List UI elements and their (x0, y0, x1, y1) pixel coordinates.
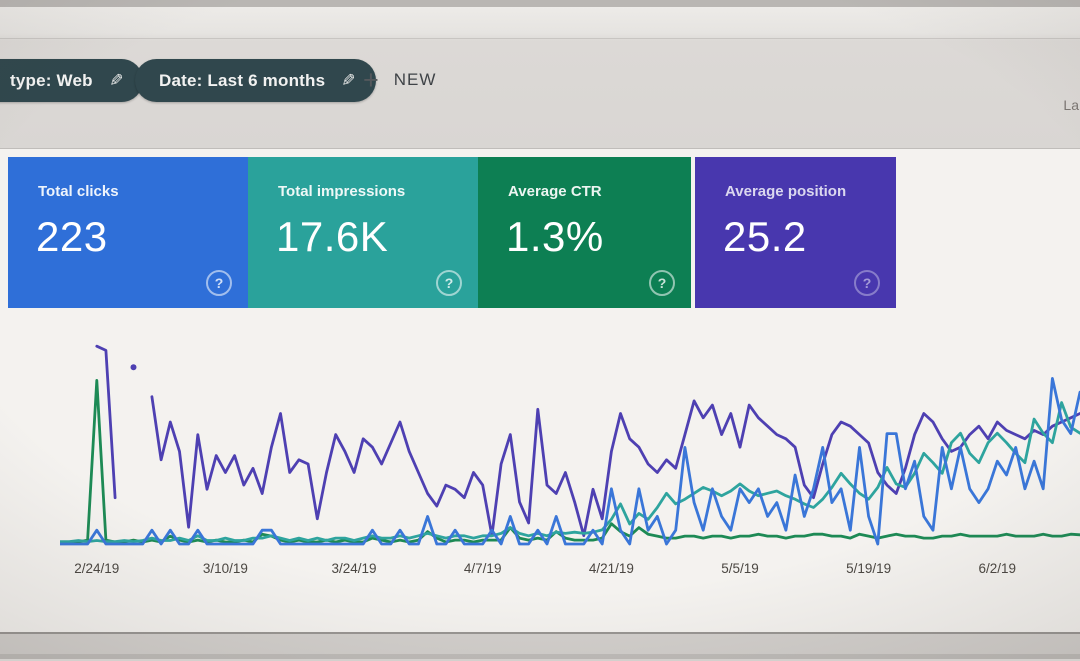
performance-report-panel: Total clicks 223 ? Total impressions 17.… (0, 149, 1080, 632)
x-axis-tick-label: 3/24/19 (331, 561, 377, 576)
total-impressions-card[interactable]: Total impressions 17.6K ? (248, 157, 478, 308)
help-icon[interactable]: ? (649, 270, 675, 296)
edit-pencil-icon[interactable]: ✎ (108, 70, 124, 90)
filter-chip-search-type-label: type: Web (10, 70, 93, 90)
x-axis-tick-label: 5/5/19 (721, 561, 759, 576)
new-filter-button[interactable]: + NEW (363, 65, 436, 95)
filter-chip-date-range[interactable]: Date: Last 6 months ✎ (135, 59, 376, 102)
series-line-impressions (58, 401, 1080, 544)
search-console-filter-bar: type: Web ✎ Date: Last 6 months ✎ + NEW … (0, 7, 1080, 149)
screen-glare-line (0, 38, 1080, 39)
help-icon[interactable]: ? (206, 270, 232, 296)
average-ctr-card[interactable]: Average CTR 1.3% ? (478, 157, 691, 308)
filter-chip-date-range-label: Date: Last 6 months (159, 70, 326, 90)
filter-chip-search-type[interactable]: type: Web ✎ (0, 59, 144, 102)
average-position-value: 25.2 (723, 213, 807, 260)
total-impressions-label: Total impressions (278, 183, 406, 200)
photo-monitor-edge (0, 0, 1080, 7)
series-line-ctr (58, 379, 1080, 544)
x-axis-tick-label: 6/2/19 (978, 561, 1017, 576)
total-impressions-value: 17.6K (276, 213, 389, 260)
last-updated-cutoff-text: La (1063, 97, 1079, 113)
performance-chart (58, 344, 1080, 546)
x-axis-tick-label: 2/24/19 (74, 561, 120, 576)
x-axis-tick-label: 4/7/19 (463, 561, 502, 576)
average-position-card[interactable]: Average position 25.2 ? (695, 157, 896, 308)
performance-chart-area (58, 335, 1080, 548)
total-clicks-card[interactable]: Total clicks 223 ? (8, 157, 248, 308)
series-line-position (150, 395, 1080, 538)
x-axis-tick-label: 3/10/19 (202, 561, 248, 576)
x-axis-tick-label: 5/19/19 (846, 561, 892, 576)
metric-cards-row: Total clicks 223 ? Total impressions 17.… (8, 157, 896, 308)
edit-pencil-icon[interactable]: ✎ (341, 70, 356, 90)
series-line-clicks (58, 377, 1080, 546)
average-ctr-value: 1.3% (506, 213, 604, 260)
total-clicks-label: Total clicks (38, 183, 119, 200)
average-ctr-label: Average CTR (508, 183, 602, 200)
help-icon[interactable]: ? (854, 270, 880, 296)
average-position-label: Average position (725, 183, 847, 200)
new-filter-button-label: NEW (393, 70, 437, 89)
photo-bottom-edge (0, 654, 1080, 659)
x-axis-tick-label: 4/21/19 (588, 561, 634, 576)
isolated-data-point (130, 364, 137, 371)
help-icon[interactable]: ? (436, 270, 462, 296)
series-line-position (95, 344, 117, 500)
plus-icon: + (363, 65, 379, 95)
total-clicks-value: 223 (36, 213, 108, 260)
x-axis-labels: 2/24/19 3/10/19 3/24/19 4/7/19 4/21/19 5/5/19… (60, 561, 1080, 583)
